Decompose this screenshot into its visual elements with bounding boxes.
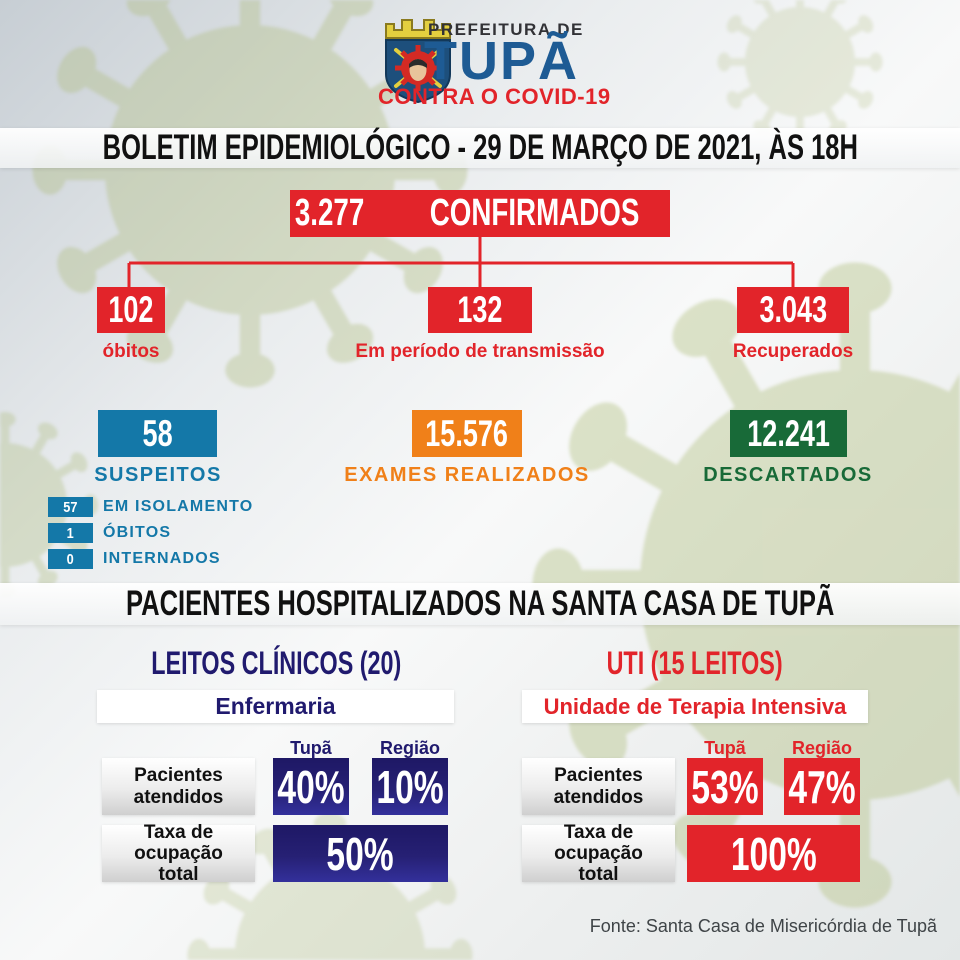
clinical-regiao-value: 10% — [376, 760, 444, 813]
confirmed-value: 3.277 — [294, 192, 365, 234]
uti-subtitle: Unidade de Terapia Intensiva — [543, 693, 847, 719]
bulletin-title: BOLETIM EPIDEMIOLÓGICO - 29 DE MARÇO DE … — [102, 128, 858, 167]
suspect-deaths-value: 1 — [66, 524, 75, 542]
clinical-row1-label: Pacientes atendidos — [102, 758, 255, 815]
header-prefeitura-text: PREFEITURA DE — [428, 20, 584, 39]
clinical-row2-label: Taxa de ocupação total — [102, 822, 255, 885]
clinical-tupa-value: 40% — [277, 760, 345, 813]
exams-label: EXAMES REALIZADOS — [344, 464, 590, 486]
clinical-regiao-value-box: 10% — [372, 758, 448, 815]
hospitalized-value: 0 — [66, 550, 75, 568]
deaths-label: óbitos — [102, 341, 160, 362]
recovered-box: 3.043 — [737, 287, 849, 333]
exams-value: 15.576 — [425, 412, 509, 454]
uti-row2-label: Taxa de ocupação total — [522, 822, 675, 885]
uti-occupancy-value: 100% — [730, 827, 817, 880]
recovered-value: 3.043 — [759, 289, 827, 330]
discarded-label: DESCARTADOS — [703, 464, 873, 486]
confirmed-label: CONFIRMADOS — [429, 192, 640, 234]
uti-occupancy-box: 100% — [687, 825, 860, 882]
uti-regiao-value: 47% — [788, 760, 856, 813]
hospitalized-label: INTERNADOS — [103, 550, 221, 567]
clinical-subtitle-bar: Enfermaria — [97, 690, 454, 723]
uti-title: UTI (15 LEITOS) — [606, 644, 784, 681]
transmission-label: Em período de transmissão — [355, 341, 605, 362]
uti-regiao-value-box: 47% — [784, 758, 860, 815]
suspect-deaths-count-box: 1 — [48, 523, 93, 543]
suspects-box: 58 — [98, 410, 217, 457]
uti-row1-label: Pacientes atendidos — [522, 758, 675, 815]
header-campaign-text: CONTRA O COVID-19 — [378, 84, 611, 109]
suspects-label: SUSPEITOS — [94, 464, 222, 486]
clinical-occupancy-value: 50% — [326, 827, 395, 880]
deaths-value: 102 — [108, 289, 154, 330]
exams-box: 15.576 — [412, 410, 522, 457]
confirmed-tree-connector — [127, 237, 795, 287]
transmission-value: 132 — [457, 289, 503, 330]
clinical-col-tupa: Tupã — [290, 738, 332, 758]
header-city-name: TUPÃ — [424, 31, 579, 91]
recovered-label: Recuperados — [732, 341, 854, 362]
uti-tupa-value-box: 53% — [687, 758, 763, 815]
clinical-subtitle: Enfermaria — [215, 693, 336, 719]
transmission-box: 132 — [428, 287, 532, 333]
suspects-value: 58 — [142, 412, 173, 454]
tupa-coat-of-arms-icon — [372, 12, 464, 104]
hospital-title: PACIENTES HOSPITALIZADOS NA SANTA CASA D… — [125, 584, 835, 623]
clinical-occupancy-box: 50% — [273, 825, 448, 882]
bulletin-title-strip: BOLETIM EPIDEMIOLÓGICO - 29 DE MARÇO DE … — [0, 128, 960, 168]
discarded-value: 12.241 — [747, 412, 830, 454]
hospitalized-count-box: 0 — [48, 549, 93, 569]
confirmed-banner: 3.277 CONFIRMADOS — [290, 190, 670, 237]
suspect-deaths-label: ÓBITOS — [103, 524, 172, 541]
clinical-tupa-value-box: 40% — [273, 758, 349, 815]
isolation-count-box: 57 — [48, 497, 93, 517]
clinical-title: LEITOS CLÍNICOS (20) — [150, 644, 402, 681]
uti-subtitle-bar: Unidade de Terapia Intensiva — [522, 690, 868, 723]
discarded-box: 12.241 — [730, 410, 847, 457]
uti-col-tupa: Tupã — [704, 738, 746, 758]
deaths-box: 102 — [97, 287, 165, 333]
uti-col-regiao: Região — [791, 738, 852, 758]
hospital-title-strip: PACIENTES HOSPITALIZADOS NA SANTA CASA D… — [0, 583, 960, 625]
isolation-label: EM ISOLAMENTO — [103, 498, 254, 515]
isolation-value: 57 — [63, 498, 78, 516]
uti-tupa-value: 53% — [691, 760, 759, 813]
source-text: Fonte: Santa Casa de Misericórdia de Tup… — [589, 916, 937, 936]
clinical-col-regiao: Região — [379, 738, 440, 758]
